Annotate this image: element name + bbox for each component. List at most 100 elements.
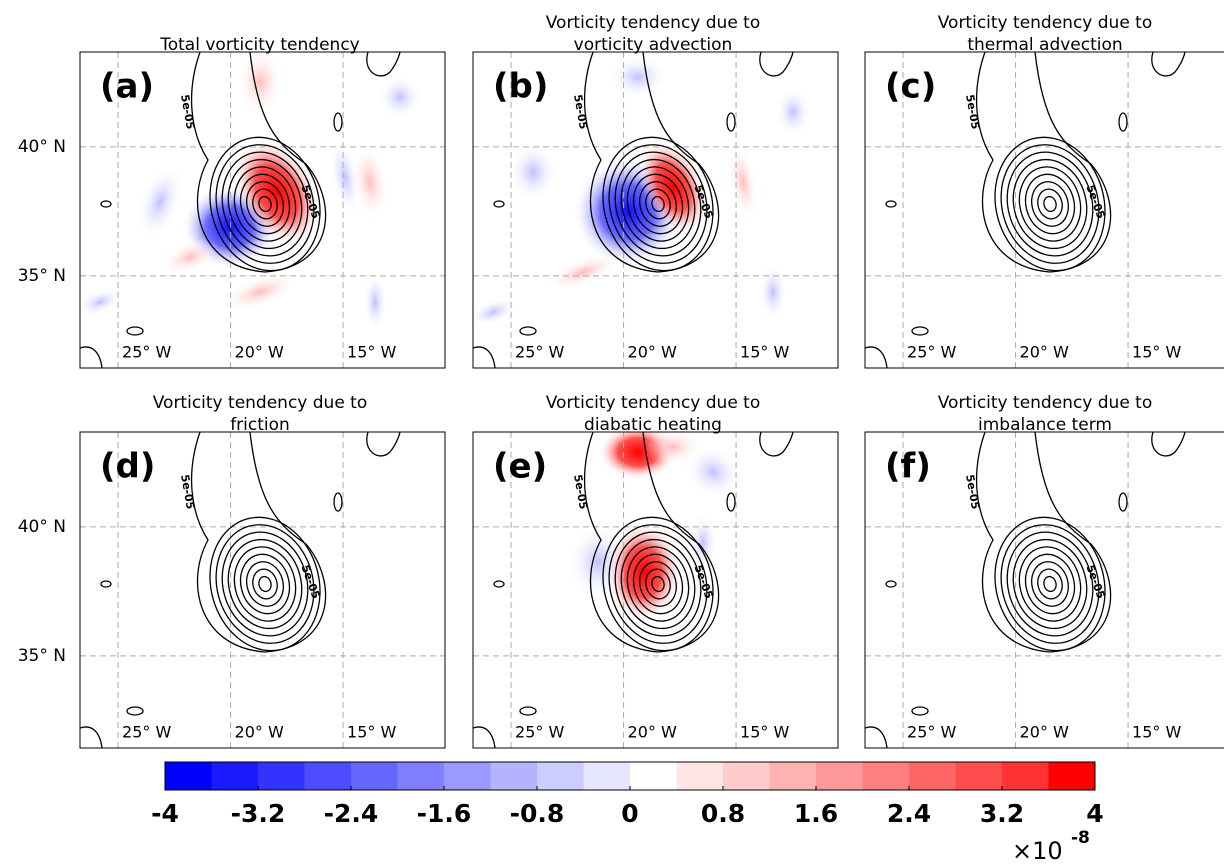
shading [473,297,517,327]
contour [632,553,684,615]
contour [1024,173,1076,235]
contour [626,546,690,622]
shading [727,142,759,222]
contour [126,326,144,336]
colorbar-segment [490,762,538,790]
contour [1037,188,1063,220]
contour [584,432,720,653]
colorbar-segment [630,762,677,790]
contour [333,492,343,512]
panel-title: friction [230,415,290,435]
contour [1018,546,1082,622]
colorbar-tick-label: -4 [151,799,179,828]
shading [238,52,282,117]
lon-tick-label: 15° W [347,723,396,742]
contour [1000,524,1100,644]
contour [865,346,888,368]
panel-title: Vorticity tendency due to [153,393,368,413]
shading [759,262,787,322]
contour [626,166,690,242]
contour [614,531,702,637]
shading [363,272,387,332]
contour [215,524,315,644]
colorbar-multiplier: ×10 [1012,837,1063,865]
contour [227,538,303,630]
shading [684,445,742,499]
contour [608,144,708,264]
contour [1118,492,1128,512]
shading [136,163,184,241]
panel-letter: (d) [100,447,155,487]
colorbar-segment [211,762,259,790]
contour [519,326,537,336]
lon-tick-label: 15° W [347,343,396,362]
contour [608,524,708,644]
contour [645,188,671,220]
colorbar-segment [1048,762,1096,790]
colorbar-segment [1002,762,1049,790]
colorbar-tick-label: -2.4 [324,799,379,828]
lon-tick-label: 25° W [122,343,171,362]
panel-title: Vorticity tendency due to [546,13,761,33]
lon-tick-label: 25° W [907,343,956,362]
contour [246,181,284,227]
shading [222,272,298,312]
colorbar-segment [165,762,212,790]
colorbar-tick-label: 3.2 [980,799,1024,828]
contour [100,200,112,208]
contour [620,158,696,250]
contour [885,200,897,208]
panel-letter: (e) [493,447,547,487]
colorbar-segment [909,762,956,790]
colorbar-segment [862,762,910,790]
panel-letter: (c) [885,67,936,107]
contour [639,181,677,227]
lon-tick-label: 25° W [907,723,956,742]
contour [1031,561,1069,607]
contour [233,166,297,242]
colorbar-tick-label: -1.6 [417,799,472,828]
lat-tick-label: 35° N [18,646,66,666]
shading [80,287,124,317]
colorbar-segment [583,762,631,790]
contour-label: 5e-05 [963,474,982,511]
map-frame [472,431,839,749]
contour [519,706,537,716]
shading [608,55,668,99]
contour [366,52,401,77]
lon-tick-label: 15° W [1132,723,1181,742]
map-frame [864,51,1224,369]
contour [366,432,401,457]
colorbar-segment [723,762,770,790]
contour-label: 5e-05 [963,94,982,131]
contour [1118,112,1128,132]
contour [1043,575,1057,593]
contour [1151,52,1186,77]
contour [726,492,736,512]
map-frame [79,51,446,369]
contour [473,346,496,368]
contour [645,568,671,600]
colorbar-segment [444,762,491,790]
lon-tick-label: 25° W [122,723,171,742]
contour [1018,166,1082,242]
colorbar-segment [537,762,584,790]
panel-title: imbalance term [978,415,1112,435]
panel-title: Vorticity tendency due to [546,393,761,413]
contour [493,580,505,588]
panel-title: Vorticity tendency due to [938,13,1153,33]
contour [976,52,1112,273]
contour [911,706,929,716]
lon-tick-label: 20° W [1020,343,1069,362]
contour [1037,568,1063,600]
contour [252,188,278,220]
lon-tick-label: 25° W [515,723,564,742]
panel-letter: (b) [493,67,548,107]
contour [885,580,897,588]
contour [726,112,736,132]
contour [246,561,284,607]
colorbar-segment [955,762,1003,790]
